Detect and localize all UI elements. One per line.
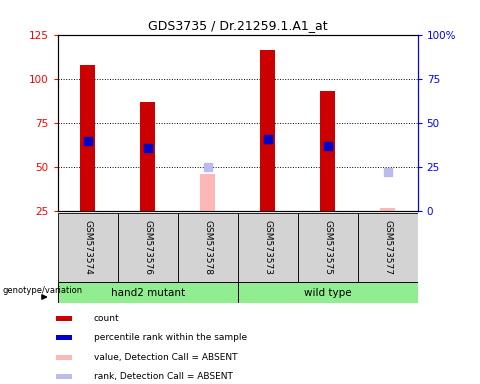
Text: GSM573573: GSM573573 xyxy=(263,220,272,275)
Bar xyxy=(178,213,238,282)
Bar xyxy=(140,102,155,211)
Bar xyxy=(56,316,72,321)
Point xyxy=(324,143,331,149)
Text: GSM573574: GSM573574 xyxy=(83,220,92,275)
Bar xyxy=(320,91,335,211)
Bar xyxy=(200,174,215,211)
Point xyxy=(204,164,211,170)
Text: GSM573576: GSM573576 xyxy=(143,220,152,275)
Title: GDS3735 / Dr.21259.1.A1_at: GDS3735 / Dr.21259.1.A1_at xyxy=(148,19,327,32)
Text: wild type: wild type xyxy=(304,288,351,298)
Bar xyxy=(80,65,95,211)
Text: GSM573577: GSM573577 xyxy=(383,220,392,275)
Bar xyxy=(56,354,72,359)
Point xyxy=(84,137,91,144)
Text: GSM573575: GSM573575 xyxy=(323,220,332,275)
Bar xyxy=(56,374,72,379)
Text: genotype/variation: genotype/variation xyxy=(3,286,83,295)
Text: hand2 mutant: hand2 mutant xyxy=(110,288,185,298)
Bar xyxy=(58,213,118,282)
Point xyxy=(264,136,272,142)
Bar xyxy=(380,208,395,211)
Bar xyxy=(358,213,418,282)
Bar xyxy=(238,282,418,303)
Text: count: count xyxy=(94,314,119,323)
Text: value, Detection Call = ABSENT: value, Detection Call = ABSENT xyxy=(94,353,237,362)
Bar xyxy=(118,213,178,282)
Point xyxy=(144,144,152,151)
Bar xyxy=(56,335,72,340)
Text: percentile rank within the sample: percentile rank within the sample xyxy=(94,333,247,342)
Text: GSM573578: GSM573578 xyxy=(203,220,212,275)
Point xyxy=(384,169,392,175)
Bar xyxy=(238,213,298,282)
Bar xyxy=(260,50,275,211)
Bar xyxy=(298,213,358,282)
Bar xyxy=(58,282,238,303)
Text: rank, Detection Call = ABSENT: rank, Detection Call = ABSENT xyxy=(94,372,232,381)
